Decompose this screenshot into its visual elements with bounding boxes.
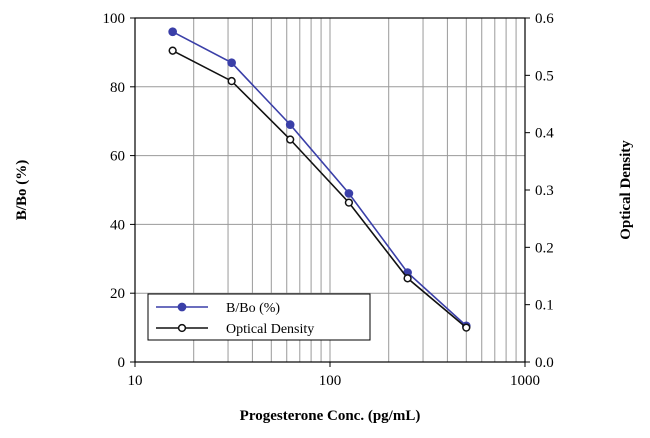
data-point: [344, 189, 354, 198]
y-right-tick-label: 0.5: [535, 68, 554, 84]
y-right-tick-label: 0.6: [535, 11, 554, 27]
series-layer: [168, 27, 471, 332]
data-point: [227, 58, 236, 68]
data-point: [462, 323, 471, 332]
data-point: [285, 120, 295, 129]
y-axis-right-title: Optical Density: [618, 140, 634, 240]
y-right-tick-label: 0.0: [535, 355, 554, 371]
y-axis-left-title: B/Bo (%): [14, 160, 30, 220]
y-right-tick-label: 0.3: [535, 183, 554, 199]
legend-label: Optical Density: [226, 322, 314, 337]
series-line: [172, 31, 467, 327]
x-tick-label: 100: [319, 373, 342, 389]
y-left-tick-label: 100: [103, 11, 126, 27]
series-line: [172, 49, 467, 329]
data-point: [286, 135, 295, 144]
data-point: [227, 76, 236, 86]
x-axis-title: Progesterone Conc. (pg/mL): [240, 408, 421, 424]
legend-box: [147, 293, 371, 341]
y-right-tick-label: 0.4: [535, 126, 554, 142]
legend-marker: [177, 302, 187, 312]
y-right-tick-label: 0.1: [535, 298, 554, 314]
series-2: [168, 46, 471, 332]
x-tick-label: 1000: [510, 373, 540, 389]
series-1: [168, 27, 471, 331]
axis-ticks: 10 100 1000 0 20 40 60 80 100 0.0 0.1 0.2 0.3 0.4 0.5 0…: [103, 11, 555, 389]
y-left-tick-label: 40: [110, 217, 125, 233]
legend-marker: [177, 323, 187, 333]
x-tick-label: 10: [128, 373, 143, 389]
data-point: [344, 198, 354, 207]
y-left-tick-label: 80: [110, 80, 125, 96]
y-right-tick-label: 0.2: [535, 240, 554, 256]
y-left-tick-label: 20: [110, 286, 125, 302]
legend-label: B/Bo (%): [226, 301, 280, 316]
data-point: [403, 274, 412, 283]
y-left-tick-label: 0: [118, 355, 126, 371]
y-left-tick-label: 60: [110, 149, 125, 165]
data-point: [168, 27, 178, 37]
data-point: [168, 46, 177, 55]
legend: B/Bo (%) Optical Density: [147, 293, 371, 341]
